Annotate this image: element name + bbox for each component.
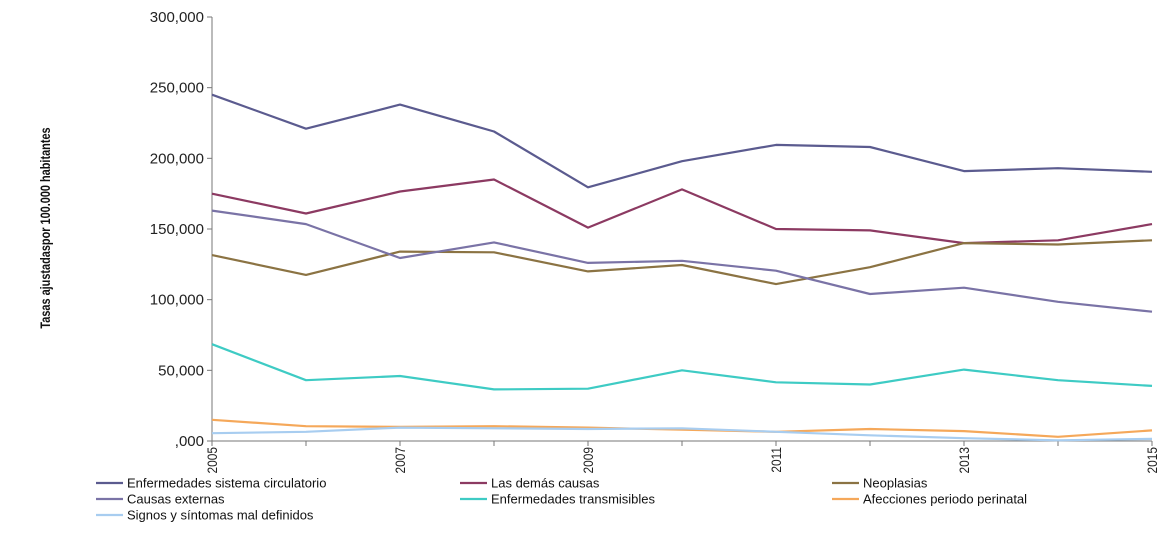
y-axis-label: Tasas ajustadaspor 100.000 habitantes xyxy=(38,127,54,328)
series-lines xyxy=(211,93,1153,442)
x-tick-label: 2011 xyxy=(768,447,784,473)
legend-label: Neoplasias xyxy=(863,476,928,491)
legend-label: Enfermedades sistema circulatorio xyxy=(127,476,326,491)
series-line xyxy=(211,343,1153,391)
legend-label: Causas externas xyxy=(127,492,225,507)
series-line xyxy=(211,426,1153,442)
series-line xyxy=(211,418,1153,438)
x-tick-label: 2009 xyxy=(580,447,596,473)
legend-label: Las demás causas xyxy=(491,476,600,491)
x-tick-label: 2013 xyxy=(956,447,972,473)
series-line xyxy=(211,209,1153,313)
axes: ,000 50,000 100,000 150,000 200,000 250,000 30… xyxy=(150,9,1160,473)
y-tick-label: ,000 xyxy=(175,433,204,450)
y-tick-label: 300,000 xyxy=(150,9,204,26)
y-tick-label: 100,000 xyxy=(150,292,204,309)
series-line xyxy=(211,178,1153,245)
legend: Enfermedades sistema circulatorio Las dem… xyxy=(96,476,1027,523)
y-tick-label: 200,000 xyxy=(150,150,204,167)
x-tick-label: 2007 xyxy=(392,447,408,473)
legend-label: Enfermedades transmisibles xyxy=(491,492,656,507)
y-tick-label: 250,000 xyxy=(150,80,204,97)
y-tick-label: 50,000 xyxy=(158,362,204,379)
x-tick-label: 2005 xyxy=(204,447,220,473)
y-tick-label: 150,000 xyxy=(150,221,204,238)
x-tick-label: 2015 xyxy=(1144,447,1160,473)
legend-label: Afecciones periodo perinatal xyxy=(863,492,1027,507)
legend-label: Signos y síntomas mal definidos xyxy=(127,508,314,523)
series-line xyxy=(211,93,1153,189)
series-line xyxy=(211,239,1153,286)
